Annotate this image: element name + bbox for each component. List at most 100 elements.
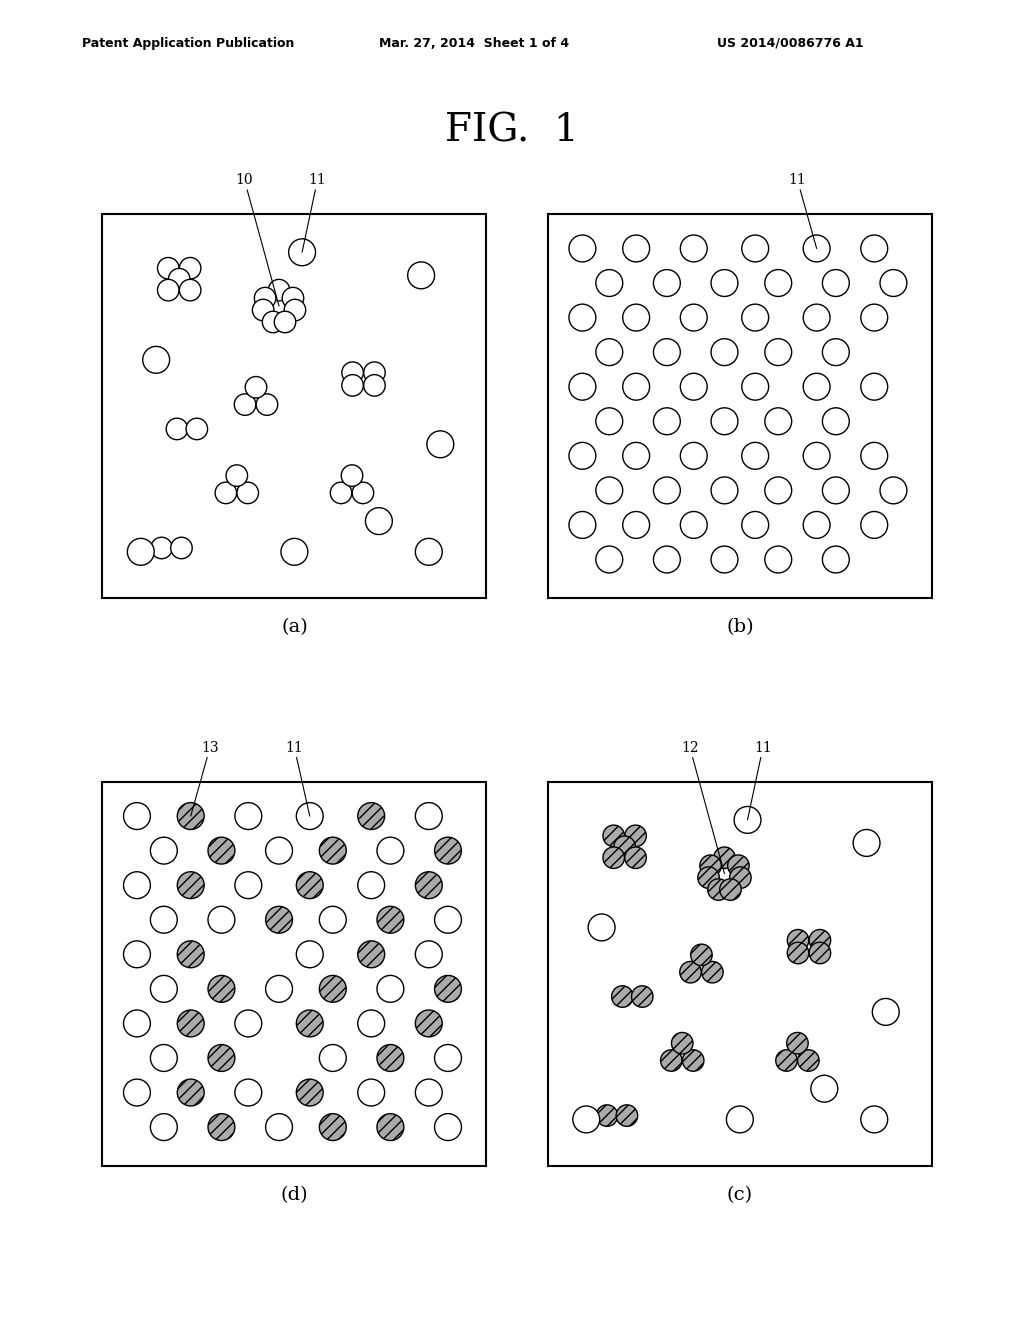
Circle shape — [234, 1080, 262, 1106]
Circle shape — [434, 1114, 462, 1140]
Circle shape — [296, 941, 324, 968]
Circle shape — [880, 477, 907, 504]
Circle shape — [822, 269, 849, 297]
Circle shape — [127, 539, 155, 565]
Circle shape — [151, 1044, 177, 1072]
Circle shape — [682, 1049, 703, 1072]
Text: 11: 11 — [748, 741, 772, 820]
Circle shape — [296, 803, 324, 829]
Circle shape — [711, 269, 738, 297]
Circle shape — [861, 374, 888, 400]
Text: (c): (c) — [727, 1187, 753, 1204]
Circle shape — [711, 408, 738, 434]
Circle shape — [614, 836, 635, 858]
Circle shape — [177, 803, 204, 829]
Circle shape — [416, 871, 442, 899]
Circle shape — [177, 941, 204, 968]
Circle shape — [416, 1080, 442, 1106]
Circle shape — [596, 477, 623, 504]
Circle shape — [786, 1032, 808, 1053]
Circle shape — [124, 941, 151, 968]
Circle shape — [680, 442, 708, 470]
Circle shape — [603, 847, 625, 869]
Circle shape — [364, 362, 385, 383]
Circle shape — [171, 537, 193, 558]
Circle shape — [124, 1080, 151, 1106]
Circle shape — [168, 268, 190, 290]
Circle shape — [699, 855, 721, 876]
Circle shape — [765, 477, 792, 504]
Text: 13: 13 — [190, 741, 219, 816]
Circle shape — [246, 376, 266, 399]
Circle shape — [234, 393, 256, 416]
Circle shape — [653, 269, 680, 297]
Circle shape — [179, 257, 201, 279]
Text: 11: 11 — [302, 173, 327, 252]
Circle shape — [177, 1080, 204, 1106]
Circle shape — [357, 941, 385, 968]
Circle shape — [691, 944, 713, 966]
Circle shape — [623, 511, 649, 539]
Circle shape — [625, 825, 646, 846]
Circle shape — [861, 1106, 888, 1133]
Circle shape — [711, 339, 738, 366]
Text: FIG.  1: FIG. 1 — [445, 112, 579, 149]
Circle shape — [714, 847, 735, 869]
Circle shape — [720, 879, 741, 900]
Circle shape — [342, 362, 364, 383]
Circle shape — [331, 482, 352, 504]
Circle shape — [408, 261, 434, 289]
Circle shape — [124, 871, 151, 899]
Circle shape — [660, 1049, 682, 1072]
Circle shape — [416, 1010, 442, 1038]
Circle shape — [158, 257, 179, 279]
Circle shape — [208, 1114, 234, 1140]
Circle shape — [151, 975, 177, 1002]
Circle shape — [653, 546, 680, 573]
Circle shape — [680, 511, 708, 539]
Circle shape — [798, 1049, 819, 1072]
Circle shape — [787, 929, 809, 950]
Circle shape — [588, 913, 615, 941]
Circle shape — [352, 482, 374, 504]
Circle shape — [262, 312, 284, 333]
Text: US 2014/0086776 A1: US 2014/0086776 A1 — [717, 37, 863, 50]
Circle shape — [208, 1044, 234, 1072]
Text: (a): (a) — [281, 619, 308, 636]
Circle shape — [296, 871, 324, 899]
Circle shape — [151, 1114, 177, 1140]
Circle shape — [268, 280, 290, 301]
Circle shape — [151, 837, 177, 865]
Text: (d): (d) — [281, 1187, 308, 1204]
Circle shape — [787, 942, 809, 964]
Circle shape — [653, 339, 680, 366]
Circle shape — [319, 907, 346, 933]
Circle shape — [697, 867, 719, 888]
Circle shape — [124, 803, 151, 829]
Circle shape — [803, 511, 830, 539]
Circle shape — [427, 430, 454, 458]
Circle shape — [803, 235, 830, 261]
Circle shape — [254, 288, 275, 309]
Circle shape — [765, 339, 792, 366]
Circle shape — [803, 442, 830, 470]
Circle shape — [861, 235, 888, 261]
Circle shape — [252, 300, 273, 321]
Circle shape — [285, 300, 306, 321]
Circle shape — [680, 304, 708, 331]
Circle shape — [623, 442, 649, 470]
Circle shape — [319, 1114, 346, 1140]
Circle shape — [416, 539, 442, 565]
Circle shape — [596, 408, 623, 434]
Circle shape — [809, 942, 830, 964]
Circle shape — [625, 847, 646, 869]
Circle shape — [265, 1114, 293, 1140]
Circle shape — [765, 546, 792, 573]
Circle shape — [319, 1044, 346, 1072]
Circle shape — [377, 837, 403, 865]
Circle shape — [377, 1114, 403, 1140]
Text: 10: 10 — [236, 173, 279, 306]
Circle shape — [632, 986, 653, 1007]
Circle shape — [853, 829, 880, 857]
Circle shape — [357, 871, 385, 899]
